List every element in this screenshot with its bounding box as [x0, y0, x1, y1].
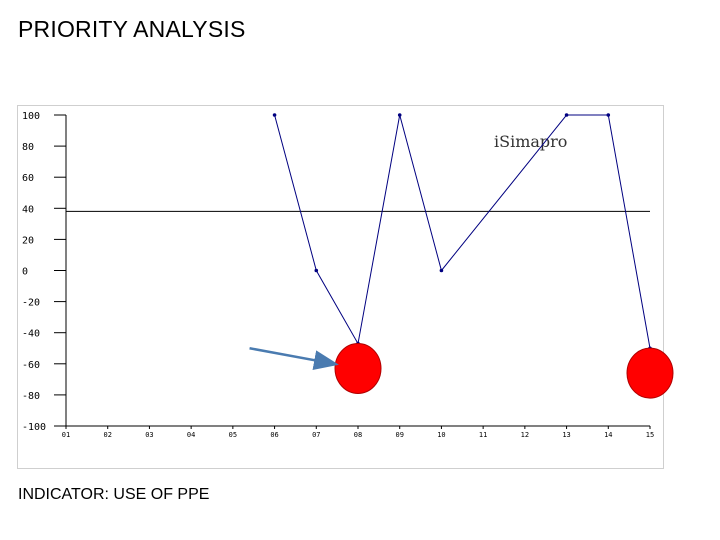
data-point — [564, 113, 569, 117]
isimapro-watermark: iSimapro — [494, 132, 567, 151]
indicator-label: INDICATOR: USE OF PPE — [18, 486, 210, 503]
x-tick-label: 05 — [229, 431, 237, 439]
y-tick-label: 20 — [22, 235, 34, 246]
x-tick-label: 13 — [562, 431, 570, 439]
x-tick-label: 12 — [521, 431, 529, 439]
x-tick-label: 07 — [312, 431, 320, 439]
x-tick-label: 15 — [646, 431, 654, 439]
data-point — [397, 113, 402, 117]
data-point — [314, 268, 319, 273]
y-tick-label: 100 — [22, 111, 40, 122]
y-tick-label: -100 — [22, 422, 46, 433]
y-tick-label: 0 — [22, 267, 28, 278]
y-tick-label: -80 — [22, 391, 40, 402]
y-tick-label: 40 — [22, 204, 34, 215]
slide-title: PRIORITY ANALYSIS — [18, 16, 246, 42]
y-tick-label: 80 — [22, 142, 34, 153]
x-tick-label: 14 — [604, 431, 612, 439]
data-point — [272, 113, 277, 117]
y-tick-label: -40 — [22, 329, 40, 340]
x-tick-label: 08 — [354, 431, 362, 439]
x-tick-label: 01 — [62, 431, 70, 439]
x-tick-label: 02 — [103, 431, 111, 439]
x-tick-label: 09 — [395, 431, 403, 439]
x-tick-label: 03 — [145, 431, 153, 439]
highlight-marker — [334, 342, 382, 394]
chart-frame — [17, 105, 664, 469]
pointer-arrow — [249, 347, 339, 371]
series-line — [274, 114, 651, 349]
x-tick-label: 06 — [270, 431, 278, 439]
y-tick-label: 60 — [22, 173, 34, 184]
x-tick-label: 11 — [479, 431, 487, 439]
data-point — [606, 113, 611, 117]
y-tick-label: -20 — [22, 298, 40, 309]
x-tick-label: 10 — [437, 431, 445, 439]
x-tick-label: 04 — [187, 431, 195, 439]
y-tick-label: -60 — [22, 360, 40, 371]
highlight-marker — [626, 347, 674, 399]
data-point — [439, 268, 444, 273]
